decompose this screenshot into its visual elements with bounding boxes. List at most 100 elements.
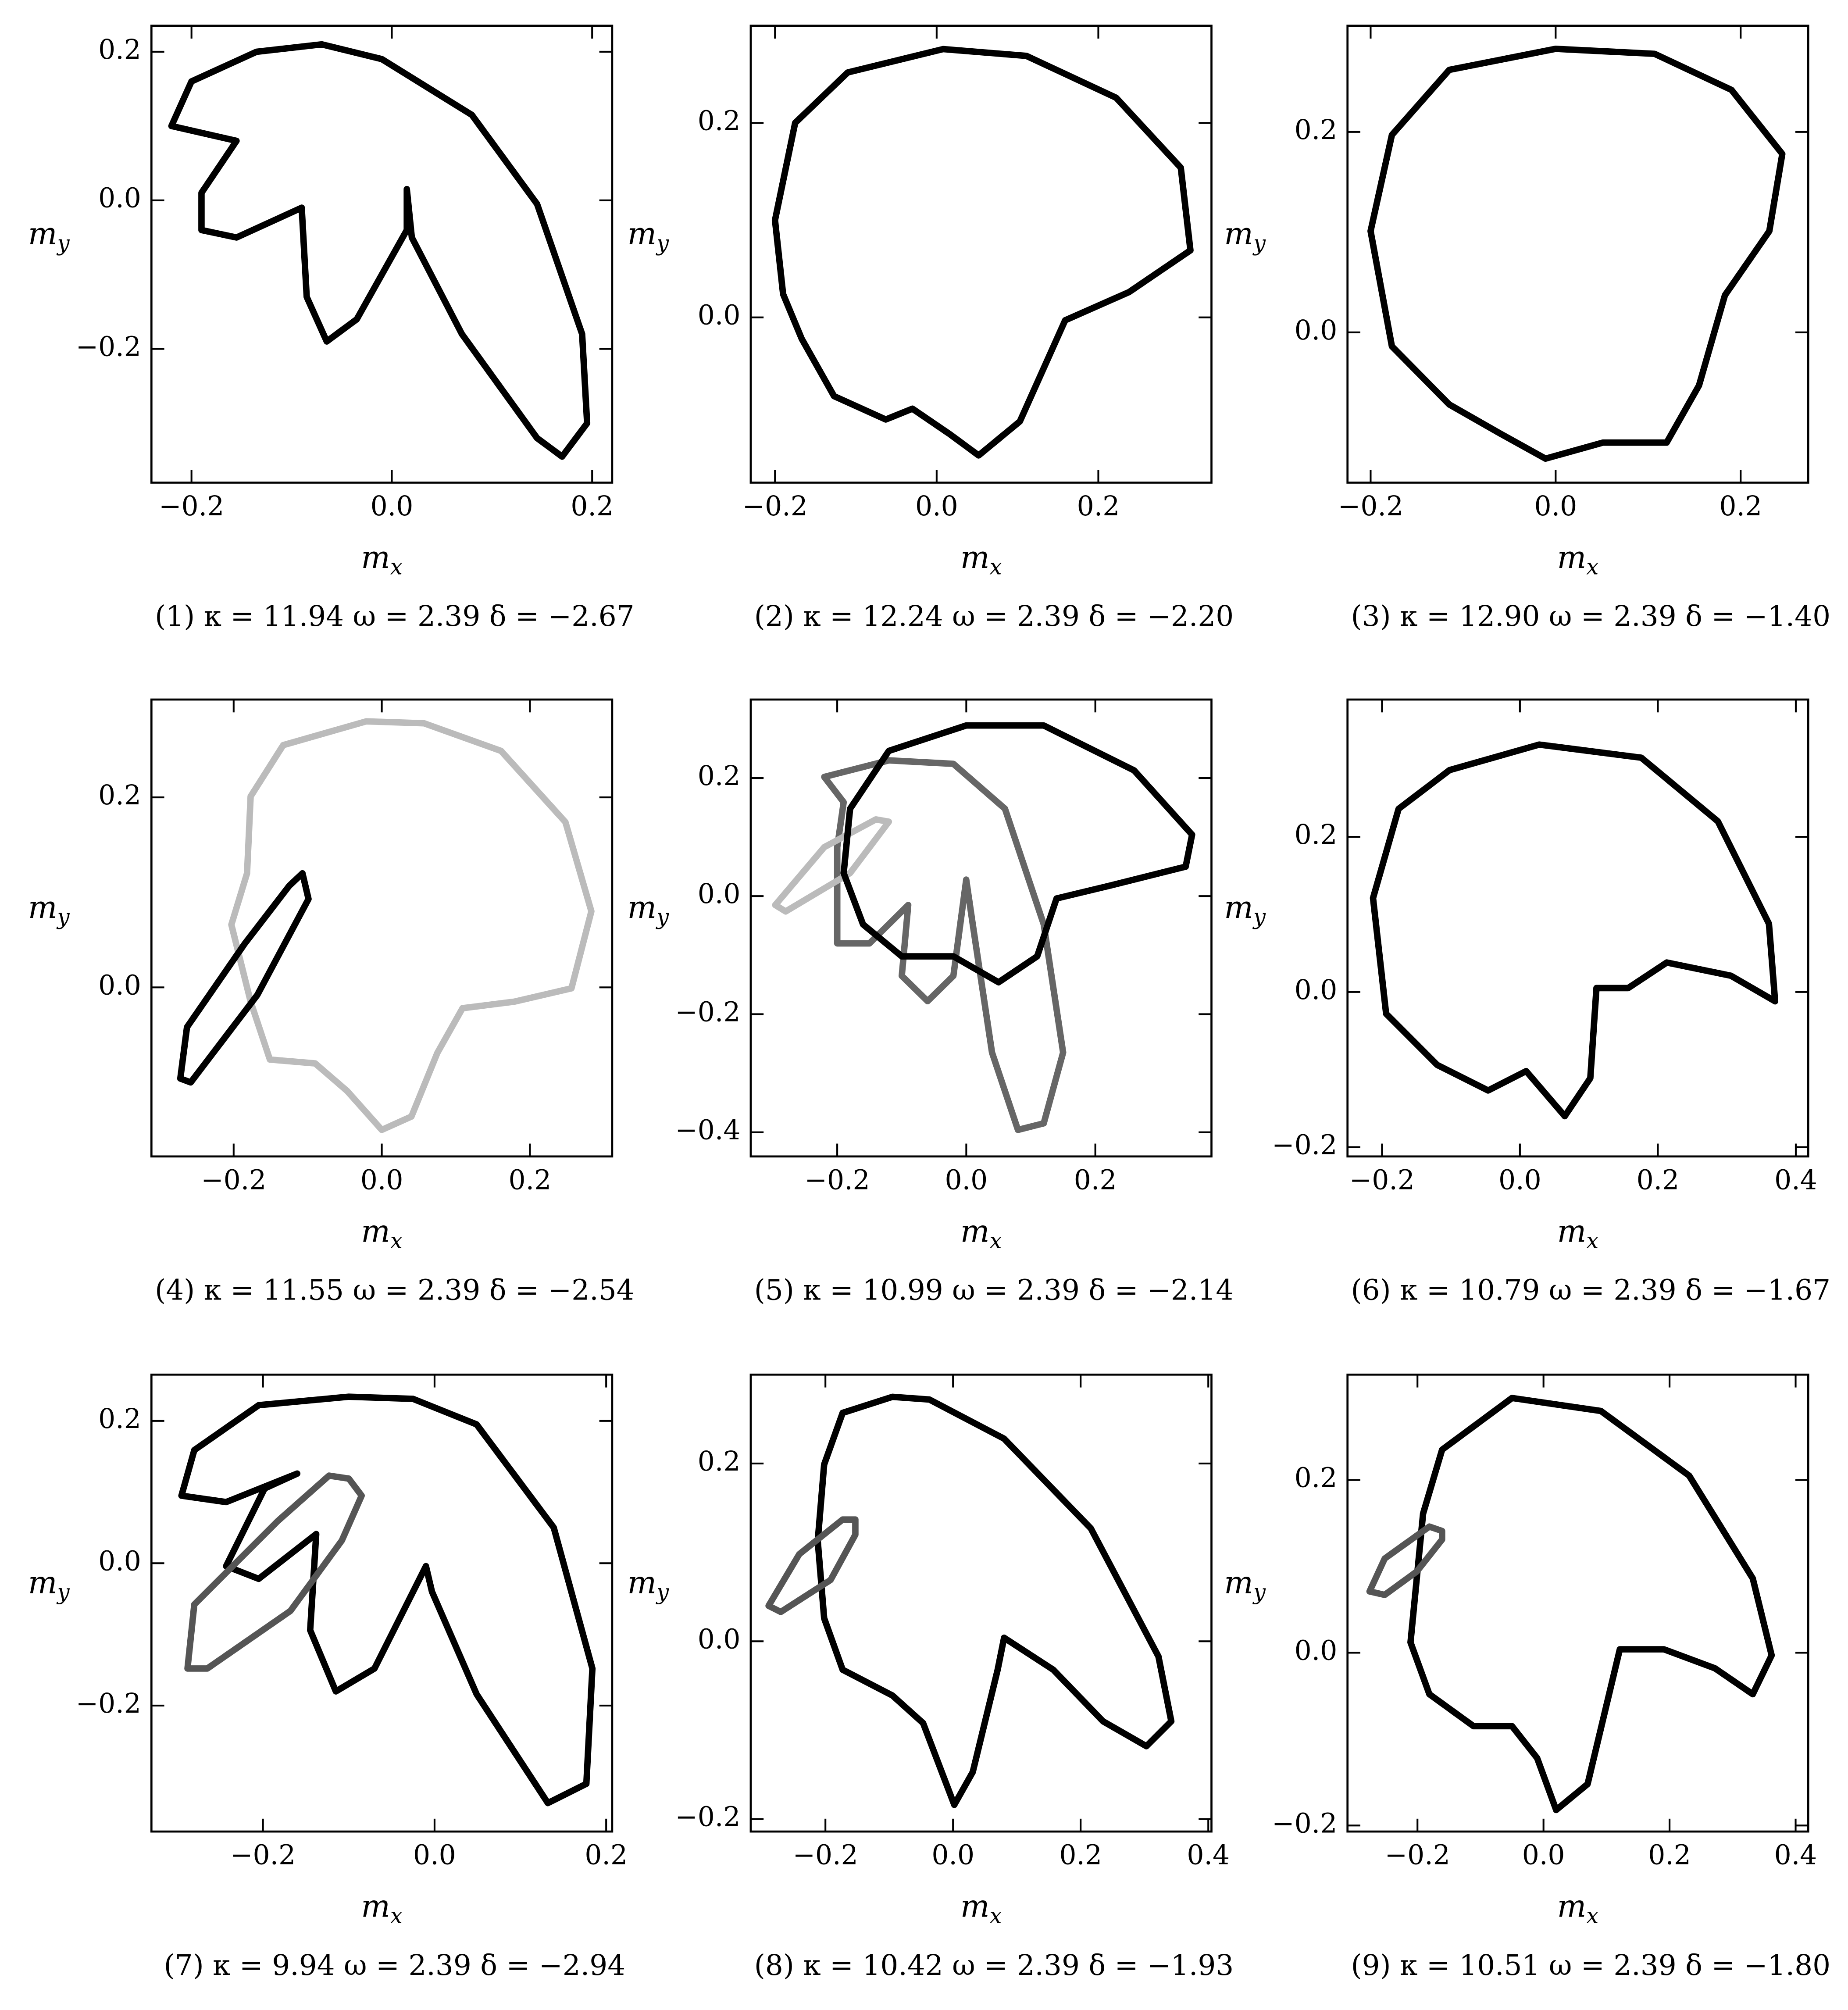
trajectory (814, 1393, 1175, 1808)
caption: (1) κ = 11.94 ω = 2.39 δ = −2.67 (155, 600, 635, 633)
x-tick-label: 0.0 (915, 491, 958, 522)
trajectory (1407, 1395, 1775, 1814)
x-axis-label-base: m (1557, 1213, 1587, 1249)
axes-frame (150, 25, 614, 484)
y-tick-label: 0.2 (698, 105, 741, 136)
y-tick-label: 0.2 (698, 760, 741, 792)
trajectory (1367, 46, 1786, 462)
y-axis-label-sub: y (56, 1579, 70, 1605)
x-tick-label: 0.2 (509, 1164, 552, 1196)
x-axis-label: mx (361, 539, 403, 580)
y-tick-label: 0.0 (1295, 975, 1338, 1006)
y-axis-label-sub: y (656, 904, 669, 930)
x-axis-label-sub: x (390, 554, 403, 580)
trajectory (177, 870, 312, 1086)
trajectory (168, 41, 591, 460)
x-axis-label-base: m (361, 1213, 390, 1249)
y-axis-label-sub: y (1252, 1579, 1266, 1605)
x-tick-label: 0.0 (1522, 1840, 1565, 1871)
caption: (3) κ = 12.90 ω = 2.39 δ = −1.40 (1351, 600, 1830, 633)
caption: (4) κ = 11.55 ω = 2.39 δ = −2.54 (155, 1274, 635, 1307)
y-tick-label: 0.0 (698, 300, 741, 331)
trajectory (765, 1516, 859, 1615)
x-tick-label: 0.0 (1498, 1164, 1541, 1196)
y-axis-label-sub: y (56, 230, 70, 256)
y-tick-label: −0.2 (76, 332, 141, 363)
x-axis-label-base: m (361, 539, 390, 575)
x-axis-label: mx (960, 539, 1002, 580)
x-tick-label: −0.2 (805, 1164, 870, 1196)
x-tick-label: −0.2 (1385, 1840, 1450, 1871)
y-axis-label: my (1224, 215, 1266, 256)
y-axis-label-base: m (627, 1564, 656, 1600)
y-tick-label: 0.0 (698, 1624, 741, 1655)
y-tick-label: −0.2 (1272, 1808, 1337, 1839)
x-tick-label: 0.0 (413, 1840, 456, 1871)
axes-frame (749, 1373, 1213, 1833)
caption: (9) κ = 10.51 ω = 2.39 δ = −1.80 (1351, 1949, 1830, 1982)
trajectory (840, 722, 1195, 986)
x-axis-label-base: m (1557, 1888, 1587, 1924)
caption: (8) κ = 10.42 ω = 2.39 δ = −1.93 (754, 1949, 1234, 1982)
x-tick-label: 0.2 (571, 491, 614, 522)
y-tick-label: 0.0 (98, 183, 141, 214)
trajectory (184, 1472, 365, 1672)
y-axis-label-sub: y (656, 230, 669, 256)
x-axis-label: mx (960, 1888, 1002, 1928)
caption: (6) κ = 10.79 ω = 2.39 δ = −1.67 (1351, 1274, 1830, 1307)
y-axis-label-base: m (28, 215, 57, 251)
y-axis-label-base: m (1224, 215, 1253, 251)
y-tick-label: −0.2 (675, 996, 740, 1028)
x-tick-label: 0.2 (1648, 1840, 1691, 1871)
y-axis-label-sub: y (1252, 904, 1266, 930)
axes-frame (150, 698, 614, 1158)
x-tick-label: 0.0 (360, 1164, 403, 1196)
x-tick-label: −0.2 (230, 1840, 296, 1871)
x-tick-label: 0.2 (585, 1840, 628, 1871)
y-tick-label: −0.2 (1272, 1130, 1337, 1161)
x-axis-label-sub: x (390, 1903, 403, 1928)
axes-frame (749, 25, 1213, 484)
y-tick-label: 0.0 (98, 970, 141, 1001)
y-axis-label-base: m (627, 889, 656, 925)
y-axis-label: my (627, 889, 669, 930)
x-tick-label: −0.2 (1338, 491, 1403, 522)
y-axis-label: my (1224, 889, 1266, 930)
trajectory (771, 46, 1194, 459)
caption: (7) κ = 9.94 ω = 2.39 δ = −2.94 (164, 1949, 626, 1982)
x-axis-label-sub: x (1586, 554, 1598, 580)
x-axis-label-sub: x (1586, 1903, 1598, 1928)
x-tick-label: −0.2 (742, 491, 808, 522)
y-tick-label: 0.2 (98, 780, 141, 811)
x-tick-label: 0.0 (931, 1840, 974, 1871)
axes-frame (1346, 1373, 1809, 1833)
x-axis-label-base: m (1557, 539, 1587, 575)
y-tick-label: 0.2 (98, 34, 141, 65)
x-axis-label: mx (361, 1888, 403, 1928)
y-tick-label: 0.2 (1295, 1463, 1338, 1494)
axes-frame (1346, 25, 1809, 484)
trajectory (821, 757, 1067, 1133)
axes-frame (749, 698, 1213, 1158)
y-axis-label-sub: y (656, 1579, 669, 1605)
y-axis-label: my (28, 215, 70, 256)
y-tick-label: 0.2 (698, 1446, 741, 1477)
y-tick-label: 0.0 (1295, 1635, 1338, 1666)
trajectory (228, 718, 595, 1133)
x-axis-label-base: m (960, 1888, 990, 1924)
y-axis-label: my (627, 215, 669, 256)
x-tick-label: −0.2 (793, 1840, 858, 1871)
y-axis-label-sub: y (1252, 230, 1266, 256)
x-axis-label-sub: x (989, 1903, 1002, 1928)
x-axis-label-sub: x (989, 1228, 1002, 1253)
x-axis-label-sub: x (390, 1228, 403, 1253)
x-tick-label: 0.4 (1187, 1840, 1230, 1871)
x-axis-label-base: m (960, 539, 990, 575)
y-tick-label: 0.2 (98, 1403, 141, 1435)
